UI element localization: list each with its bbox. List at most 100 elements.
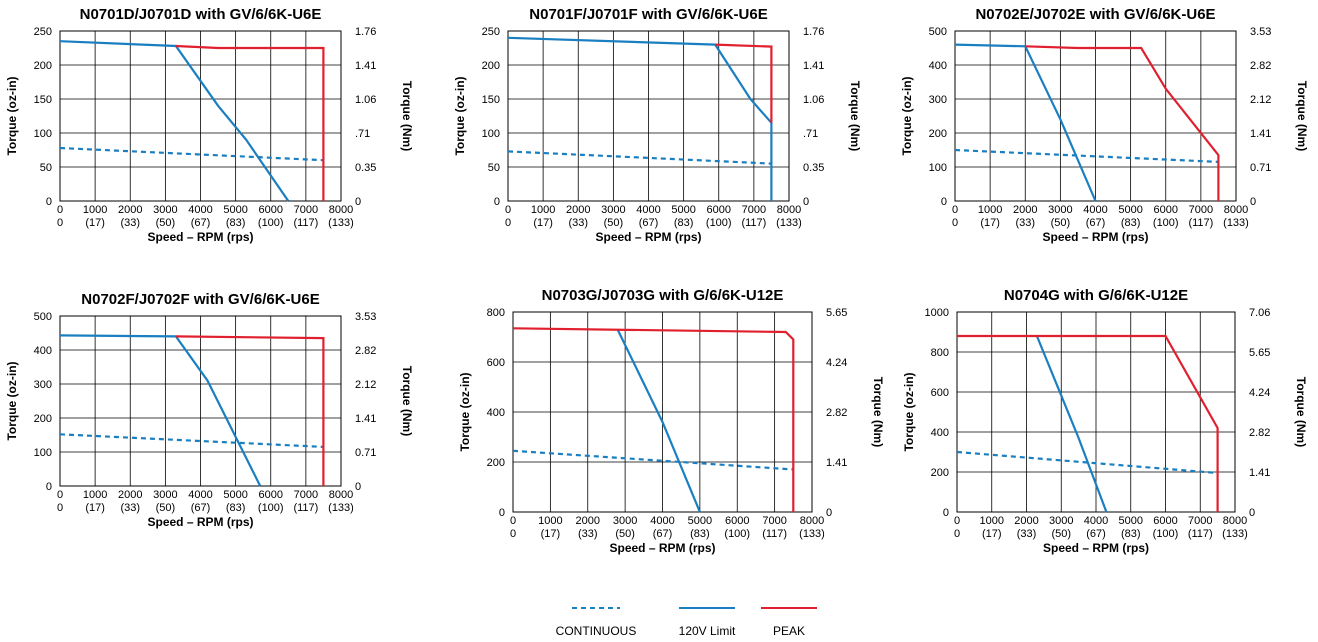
chart-title: N0701D/J0701D with GV/6/6K-U6E (80, 6, 322, 23)
y-tick-label: 50 (488, 162, 500, 174)
x-tick-label: 2000 (118, 204, 142, 216)
y-tick-label: 800 (487, 307, 505, 319)
x-tick-label-rps: (133) (776, 217, 802, 229)
x-tick-label-rps: 0 (505, 217, 511, 229)
x-tick-label: 7000 (762, 515, 786, 527)
x-tick-label: 6000 (259, 204, 283, 216)
x-tick-label: 3000 (153, 204, 177, 216)
x-tick-label-rps: (33) (578, 528, 598, 540)
x-tick-label-rps: (17) (980, 217, 1000, 229)
x-tick-label-rps: (100) (1153, 217, 1179, 229)
y2-tick-label: 1.41 (1250, 128, 1271, 140)
y2-tick-label: 0.71 (355, 447, 376, 459)
y2-axis-label: Torque (Nm) (400, 81, 414, 151)
legend-label: PEAK (773, 624, 805, 638)
y-tick-label: 300 (34, 379, 52, 391)
chart-title: N0701F/J0701F with GV/6/6K-U6E (529, 6, 767, 23)
x-tick-label-rps: (117) (1188, 217, 1213, 229)
x-tick-label: 5000 (1119, 515, 1143, 527)
y-axis-label: Torque (oz-in) (5, 361, 19, 440)
y2-tick-label: 1.41 (826, 457, 847, 469)
y-tick-label: 400 (34, 345, 52, 357)
x-tick-label-rps: (83) (1121, 217, 1141, 229)
y2-tick-label: 1.76 (803, 26, 824, 38)
y-tick-label: 100 (34, 447, 52, 459)
x-tick-label: 5000 (223, 204, 247, 216)
y-tick-label: 150 (34, 94, 52, 106)
series-line-peak (715, 43, 773, 123)
y2-tick-label: 0 (355, 196, 361, 208)
x-tick-label-rps: (33) (1015, 217, 1035, 229)
y-tick-label: 200 (487, 457, 505, 469)
x-tick-label: 0 (505, 204, 511, 216)
x-tick-label: 8000 (329, 489, 353, 501)
y-tick-label: 250 (482, 26, 500, 38)
x-tick-label-rps: (133) (328, 217, 354, 229)
y-tick-label: 150 (482, 94, 500, 106)
y-tick-label: 0 (943, 507, 949, 519)
x-tick-label: 8000 (329, 204, 353, 216)
x-axis-label: Speed – RPM (rps) (1043, 541, 1149, 555)
y-tick-label: 600 (931, 387, 949, 399)
series-line-120v-limit (59, 334, 262, 487)
y2-tick-label: 0 (1249, 507, 1255, 519)
y-tick-label: 0 (494, 196, 500, 208)
series-line-peak (1025, 45, 1220, 201)
x-tick-label-rps: (67) (653, 528, 673, 540)
series-line-peak (175, 335, 325, 486)
y-tick-label: 250 (34, 26, 52, 38)
y2-tick-label: 5.65 (1249, 347, 1270, 359)
x-tick-label-rps: (67) (1086, 217, 1106, 229)
x-tick-label: 0 (952, 204, 958, 216)
legend-label: CONTINUOUS (556, 624, 637, 638)
y2-tick-label: 3.53 (1250, 26, 1271, 38)
y-axis-label: Torque (oz-in) (5, 76, 19, 155)
series-line-peak (957, 334, 1219, 512)
y-tick-label: 200 (34, 413, 52, 425)
x-tick-label-rps: (17) (541, 528, 561, 540)
x-tick-label-rps: (100) (258, 217, 284, 229)
x-tick-label-rps: (83) (1121, 528, 1141, 540)
y2-axis-label: Torque (Nm) (848, 81, 862, 151)
x-tick-label-rps: (67) (191, 502, 211, 514)
x-tick-label-rps: 0 (954, 528, 960, 540)
x-axis-label: Speed – RPM (rps) (147, 230, 253, 244)
x-tick-label: 4000 (650, 515, 674, 527)
chart-title: N0702E/J0702E with GV/6/6K-U6E (975, 6, 1215, 23)
y-tick-label: 800 (931, 347, 949, 359)
chart-title: N0703G/J0703G with G/6/6K-U12E (542, 287, 784, 304)
series-line-continuous (59, 433, 324, 448)
y2-tick-label: 7.06 (1249, 307, 1270, 319)
plot-frame (512, 311, 813, 513)
x-tick-label: 1000 (978, 204, 1002, 216)
y2-axis-label: Torque (Nm) (871, 377, 885, 447)
series-line-120v-limit (59, 40, 290, 202)
x-tick-label-rps: (67) (639, 217, 659, 229)
legend-item-peak: PEAK (761, 607, 817, 638)
y-tick-label: 1000 (925, 307, 949, 319)
x-tick-label-rps: (133) (328, 502, 354, 514)
y2-tick-label: 1.41 (355, 413, 376, 425)
y-axis-label: Torque (oz-in) (902, 372, 916, 451)
series-line-120v-limit (507, 36, 773, 201)
y2-tick-label: 2.82 (1250, 60, 1271, 72)
chart-panel-5: N0703G/J0703G with G/6/6K-U12E001000(17)… (458, 287, 885, 555)
x-tick-label: 5000 (223, 489, 247, 501)
x-tick-label-rps: (133) (1222, 528, 1248, 540)
x-tick-label-rps: (83) (674, 217, 694, 229)
x-axis-label: Speed – RPM (rps) (147, 515, 253, 529)
y-tick-label: 500 (929, 26, 947, 38)
x-tick-label: 4000 (1083, 204, 1107, 216)
x-tick-label-rps: (67) (1086, 528, 1106, 540)
y2-tick-label: 0 (826, 507, 832, 519)
x-axis-label: Speed – RPM (rps) (609, 541, 715, 555)
x-tick-label: 3000 (1049, 515, 1073, 527)
x-tick-label: 6000 (1153, 515, 1177, 527)
y2-tick-label: 0.35 (355, 162, 376, 174)
y2-tick-label: 1.41 (1249, 467, 1270, 479)
series-line-120v-limit (954, 43, 1097, 202)
y2-axis-label: Torque (Nm) (1295, 81, 1309, 151)
x-tick-label-rps: (117) (293, 502, 318, 514)
x-tick-label: 3000 (153, 489, 177, 501)
y-axis-label: Torque (oz-in) (453, 76, 467, 155)
